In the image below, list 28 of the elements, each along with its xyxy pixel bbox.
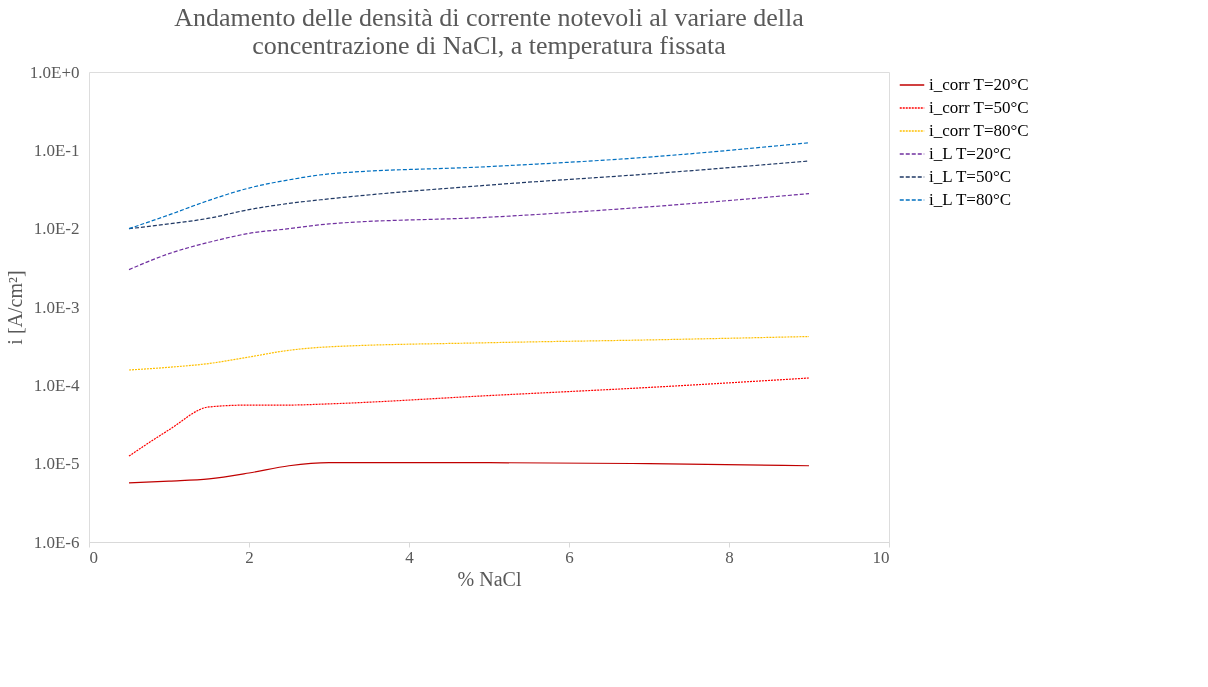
line-series bbox=[128, 462, 810, 484]
y-tick-label: 1.0E-3 bbox=[33, 297, 80, 317]
line-series bbox=[128, 335, 810, 371]
y-tick-label: 1.0E-1 bbox=[33, 140, 80, 160]
x-axis-title: % NaCl bbox=[457, 567, 522, 590]
x-tick-label: 10 bbox=[872, 547, 890, 567]
legend-label: i_L T=80°C bbox=[929, 190, 1012, 209]
x-tick-label: 6 bbox=[565, 547, 574, 567]
line-series bbox=[128, 142, 810, 230]
x-tick-label: 4 bbox=[405, 547, 415, 567]
y-tick-label: 1.0E-6 bbox=[33, 532, 80, 552]
legend-label: i_corr T=50°C bbox=[929, 98, 1029, 117]
legend-label: i_L T=50°C bbox=[929, 167, 1012, 186]
legend-label: i_corr T=20°C bbox=[929, 75, 1029, 94]
x-tick-label: 2 bbox=[245, 547, 254, 567]
line-series bbox=[128, 160, 810, 230]
y-tick-label: 1.0E+0 bbox=[29, 62, 80, 82]
legend-label: i_L T=20°C bbox=[929, 144, 1012, 163]
line-series bbox=[128, 193, 810, 271]
line-series bbox=[128, 377, 810, 457]
y-tick-label: 1.0E-4 bbox=[33, 375, 80, 395]
x-tick-label: 0 bbox=[89, 547, 98, 567]
y-tick-label: 1.0E-2 bbox=[33, 219, 80, 239]
y-axis-title: i [A/cm²] bbox=[3, 270, 26, 345]
x-tick-label: 8 bbox=[725, 547, 734, 567]
y-tick-label: 1.0E-5 bbox=[33, 454, 80, 474]
chart-title: Andamento delle densità di corrente notevoli al variare della concentrazione di NaCl, a temperatura fissata bbox=[174, 3, 805, 60]
legend-label: i_corr T=80°C bbox=[929, 121, 1029, 140]
